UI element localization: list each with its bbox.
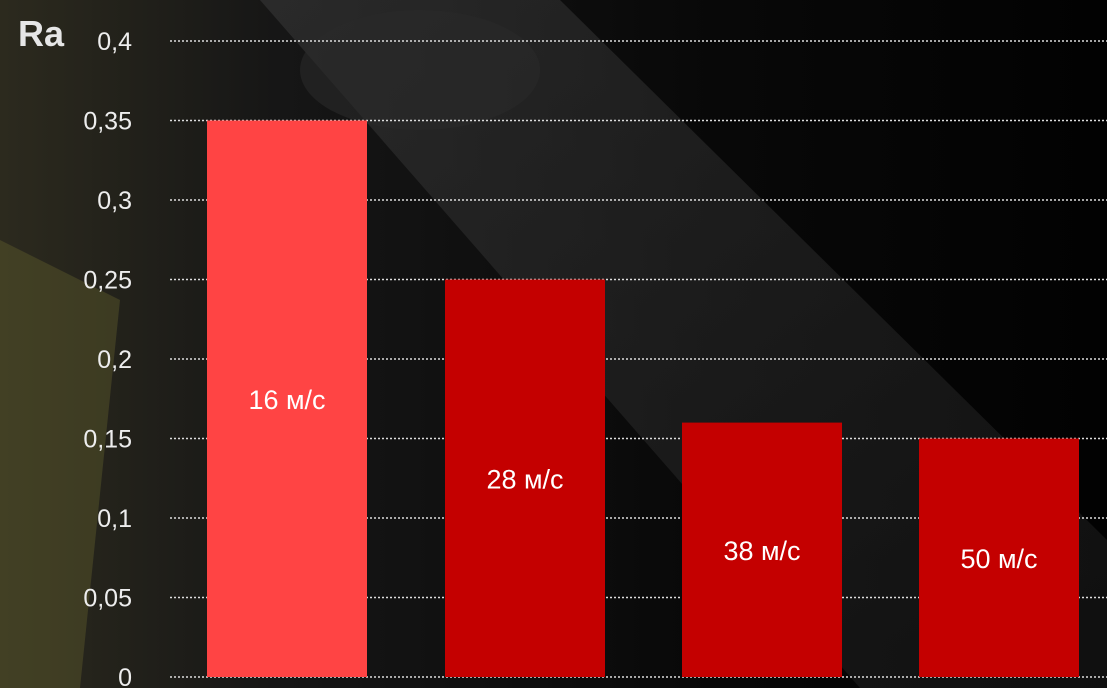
bar bbox=[919, 438, 1079, 677]
bar bbox=[445, 279, 605, 677]
y-tick-label: 0,2 bbox=[97, 346, 132, 374]
y-tick-label: 0,05 bbox=[83, 585, 132, 613]
y-axis-ticks: 0 0,05 0,1 0,15 0,2 0,25 0,3 0,35 0,4 bbox=[83, 28, 132, 688]
bar bbox=[207, 120, 367, 677]
y-tick-label: 0 bbox=[118, 664, 132, 688]
y-tick-label: 0,1 bbox=[97, 505, 132, 533]
y-tick-label: 0,4 bbox=[97, 28, 132, 56]
y-tick-label: 0,3 bbox=[97, 187, 132, 215]
bars: 16 м/с 28 м/с 38 м/с 50 м/с bbox=[207, 120, 1079, 677]
bar-category-label: 28 м/с bbox=[486, 464, 563, 494]
y-tick-label: 0,35 bbox=[83, 108, 132, 136]
bar-category-label: 38 м/с bbox=[723, 536, 800, 566]
y-tick-label: 0,25 bbox=[83, 267, 132, 295]
bar-category-label: 16 м/с bbox=[248, 385, 325, 415]
bar bbox=[682, 422, 842, 677]
bar-category-label: 50 м/с bbox=[960, 544, 1037, 574]
y-axis-label: Ra bbox=[18, 13, 65, 54]
y-tick-label: 0,15 bbox=[83, 426, 132, 454]
